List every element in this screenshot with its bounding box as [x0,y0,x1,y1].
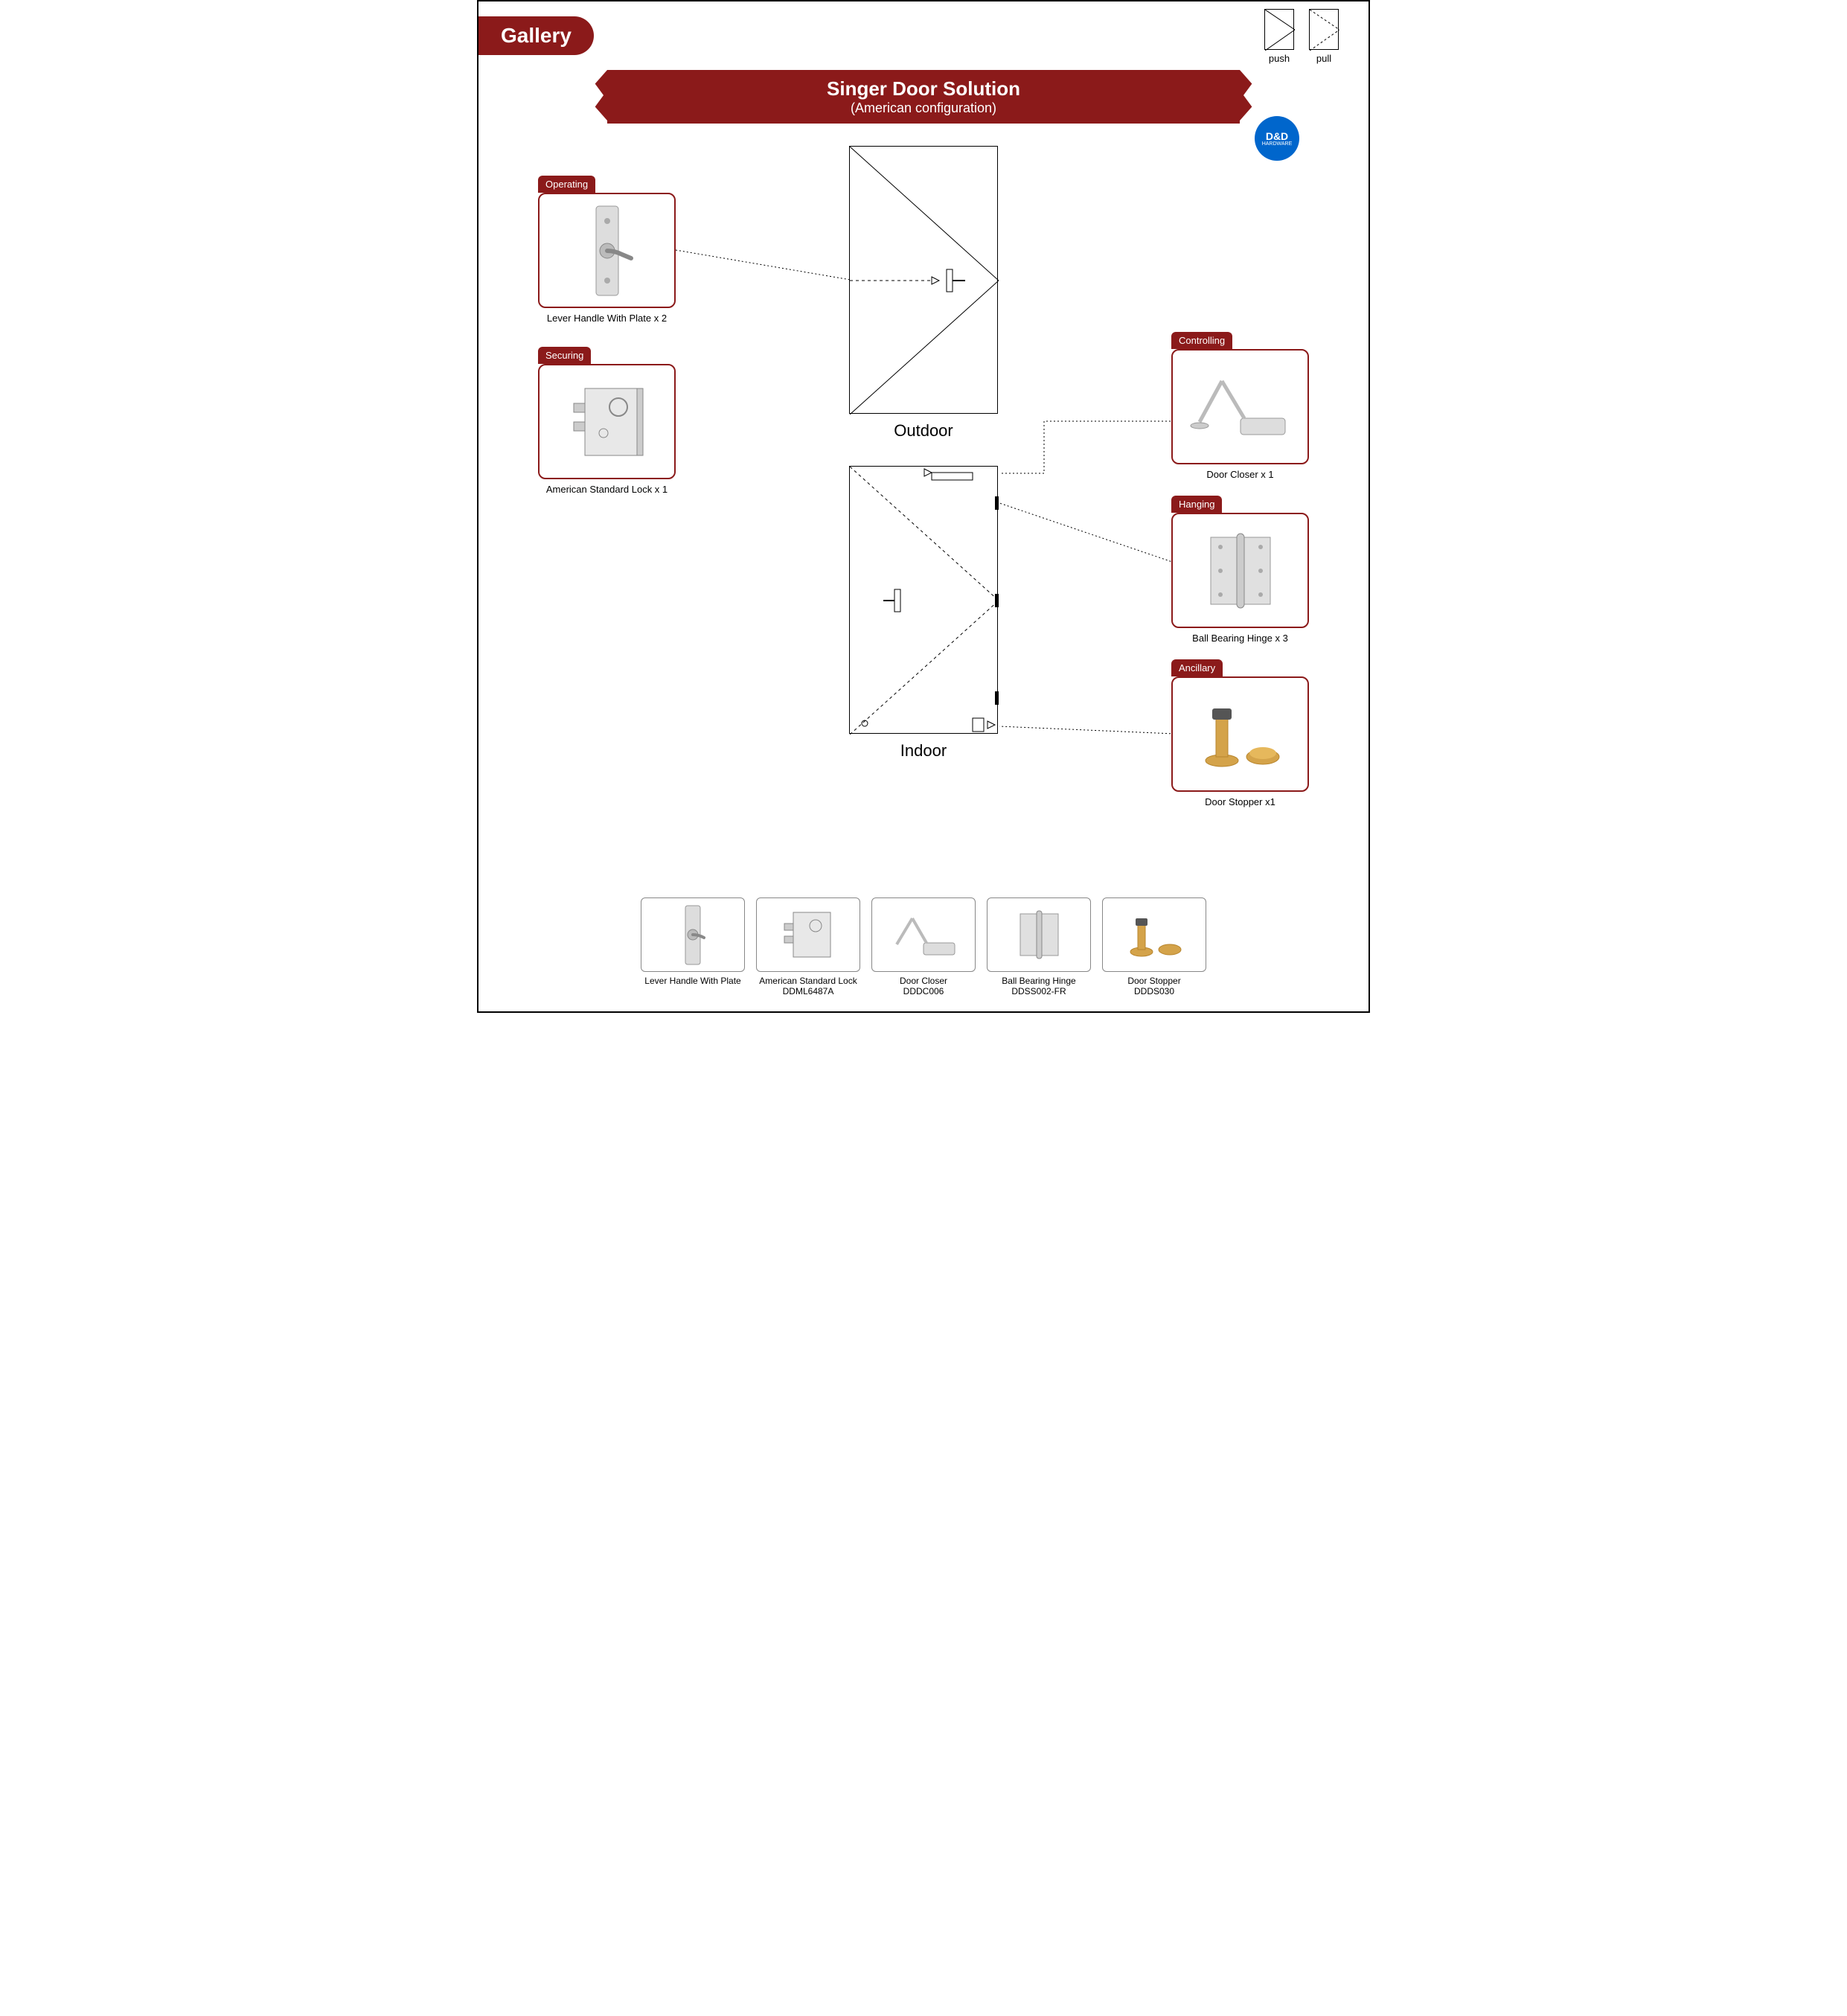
diagram-area: Outdoor Indoor [478,138,1369,883]
door-stopper-icon [1188,694,1293,775]
bottom-item-4: Door Stopper DDDS030 [1102,897,1206,996]
card-operating: Operating Lever Handle With Plate x 2 [538,176,676,324]
pull-label: pull [1309,53,1339,64]
bottom-label-3: Ball Bearing Hinge [987,976,1091,986]
lock-icon [563,377,652,467]
bottom-code-3: DDSS002-FR [987,986,1091,996]
caption-operating: Lever Handle With Plate x 2 [538,313,676,324]
card-hanging: Hanging Ball Bearing Hinge x 3 [1171,496,1309,644]
caption-controlling: Door Closer x 1 [1171,469,1309,480]
door-closer-icon [886,907,961,963]
caption-securing: American Standard Lock x 1 [538,484,676,495]
lever-handle-icon [673,903,714,967]
tag-ancillary: Ancillary [1171,659,1223,676]
gallery-tab: Gallery [478,16,594,55]
hinge-icon [1200,526,1281,615]
page: Gallery push pull Singer [477,0,1370,1013]
outdoor-label: Outdoor [894,421,953,441]
bottom-row: Lever Handle With Plate American Standar… [478,897,1369,996]
bottom-box-3 [987,897,1091,972]
controlling-image [1171,349,1309,464]
tag-securing: Securing [538,347,591,364]
card-ancillary: Ancillary Door Stopper x1 [1171,659,1309,807]
hanging-image [1171,513,1309,628]
bottom-box-0 [641,897,745,972]
push-label: push [1264,53,1294,64]
banner-wrap: Singer Door Solution (American configura… [508,70,1339,124]
bottom-item-1: American Standard Lock DDML6487A [756,897,860,996]
push-icon [1264,9,1294,50]
bottom-code-4: DDDS030 [1102,986,1206,996]
banner: Singer Door Solution (American configura… [607,70,1240,124]
indoor-label: Indoor [900,741,947,761]
bottom-box-2 [871,897,976,972]
bottom-label-2: Door Closer [871,976,976,986]
bottom-code-2: DDDC006 [871,986,976,996]
door-indoor [849,466,998,734]
bottom-box-1 [756,897,860,972]
bottom-label-0: Lever Handle With Plate [641,976,745,986]
card-controlling: Controlling Door Closer x 1 [1171,332,1309,480]
door-outdoor [849,146,998,414]
banner-title: Singer Door Solution [652,77,1195,100]
card-securing: Securing American Standard Lock x 1 [538,347,676,495]
caption-hanging: Ball Bearing Hinge x 3 [1171,633,1309,644]
bottom-code-1: DDML6487A [756,986,860,996]
bottom-item-2: Door Closer DDDC006 [871,897,976,996]
lock-icon [777,905,840,964]
lever-handle-icon [577,202,637,299]
tag-controlling: Controlling [1171,332,1232,349]
legend-pull: pull [1309,9,1339,64]
tag-operating: Operating [538,176,595,193]
legend-push: push [1264,9,1294,64]
caption-ancillary: Door Stopper x1 [1171,796,1309,807]
securing-image [538,364,676,479]
bottom-item-0: Lever Handle With Plate [641,897,745,996]
legend: push pull [1264,9,1339,64]
bottom-box-4 [1102,897,1206,972]
ancillary-image [1171,676,1309,792]
pull-icon [1309,9,1339,50]
door-stopper-icon [1119,907,1190,963]
bottom-item-3: Ball Bearing Hinge DDSS002-FR [987,897,1091,996]
door-closer-icon [1185,366,1296,448]
bottom-label-4: Door Stopper [1102,976,1206,986]
hinge-icon [1011,905,1067,964]
operating-image [538,193,676,308]
tag-hanging: Hanging [1171,496,1222,513]
banner-subtitle: (American configuration) [652,100,1195,116]
bottom-label-1: American Standard Lock [756,976,860,986]
